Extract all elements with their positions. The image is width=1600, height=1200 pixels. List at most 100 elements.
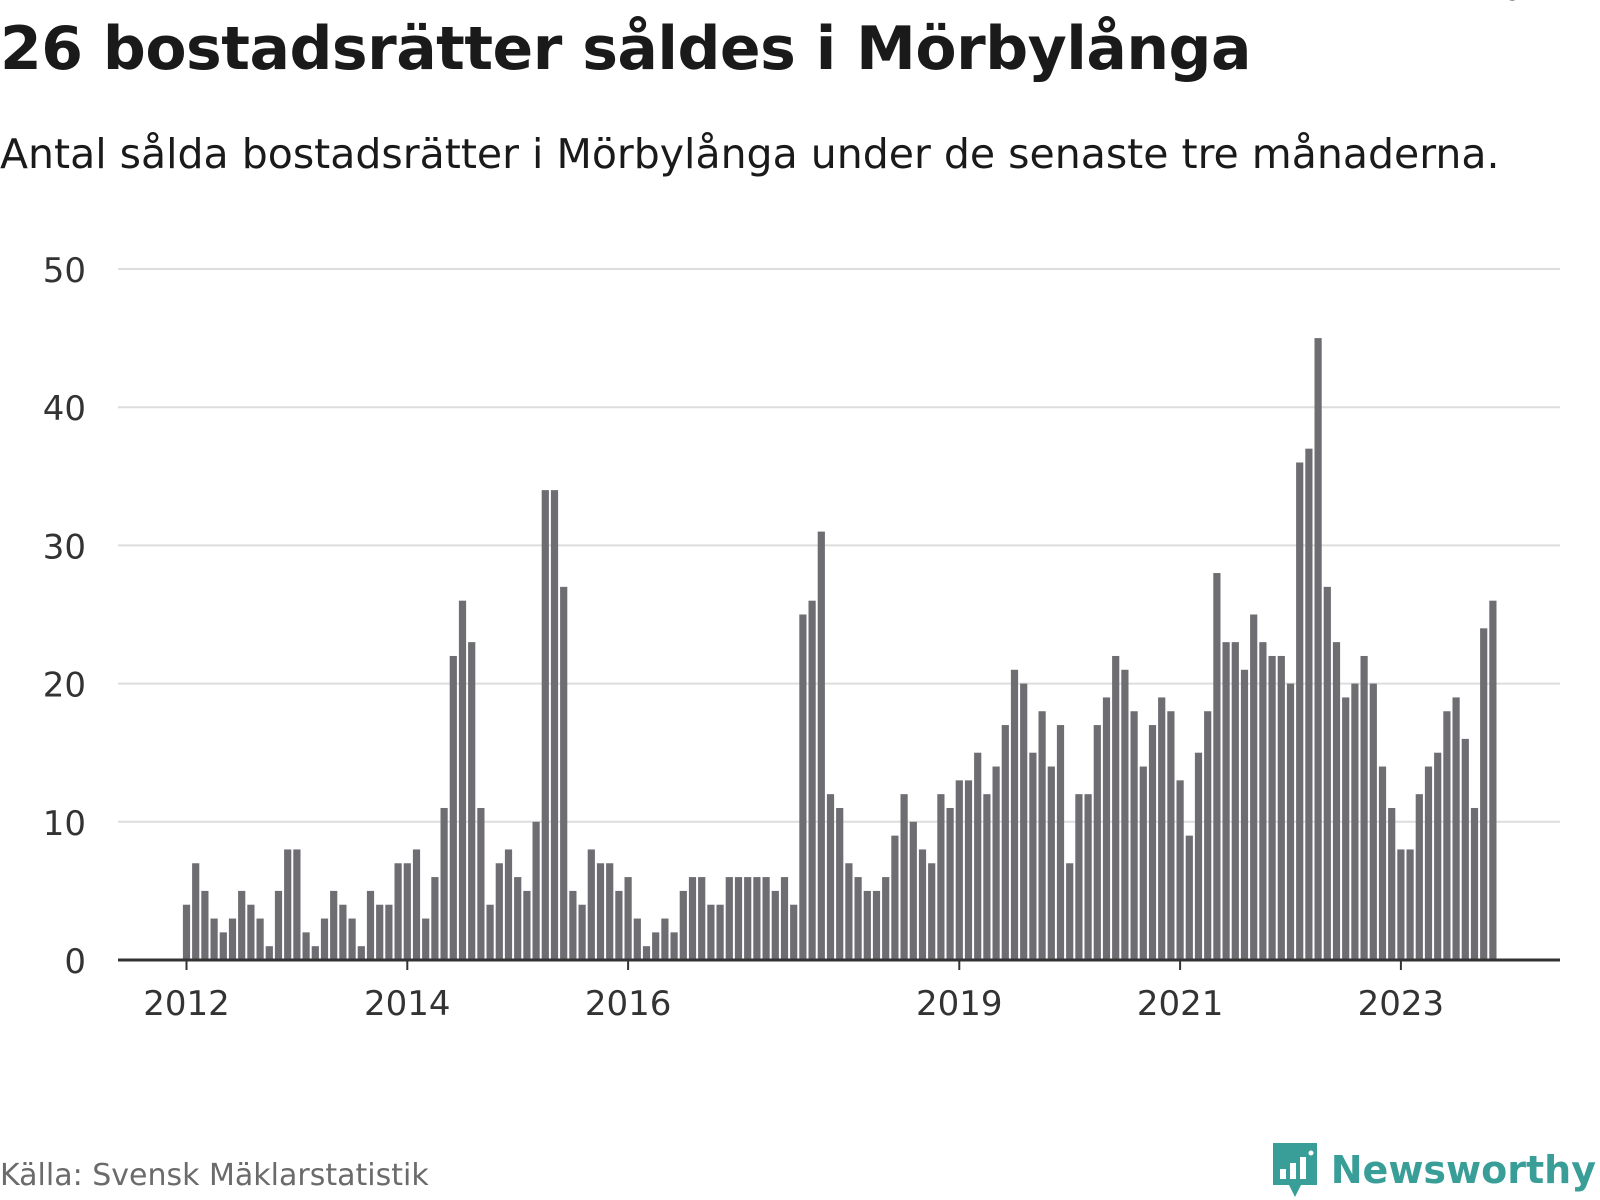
y-tick-label: 0 xyxy=(64,942,86,982)
y-tick-label: 40 xyxy=(43,389,86,429)
bar xyxy=(550,490,559,960)
bar xyxy=(946,807,954,960)
bar xyxy=(1461,738,1469,960)
source-note: Källa: Svensk Mäklarstatistik xyxy=(0,1158,429,1193)
bar xyxy=(1314,338,1322,961)
bar xyxy=(1231,642,1239,960)
bar xyxy=(918,849,927,960)
bar xyxy=(238,890,246,960)
bar xyxy=(615,890,623,960)
bar xyxy=(1176,780,1184,960)
bar xyxy=(826,794,835,960)
brand-logo[interactable]: Newsworthy xyxy=(1271,1140,1596,1200)
bar xyxy=(1250,614,1258,960)
bar xyxy=(1286,683,1295,960)
bar xyxy=(909,821,917,960)
bar xyxy=(1305,448,1313,960)
bar xyxy=(780,877,789,960)
bar xyxy=(624,877,632,960)
bar xyxy=(1213,573,1221,960)
bar xyxy=(652,932,660,960)
x-tick-label: 2016 xyxy=(585,984,672,1024)
bar xyxy=(1001,725,1009,960)
bar xyxy=(1204,711,1212,960)
bar xyxy=(330,890,338,960)
bar xyxy=(845,863,853,960)
bar xyxy=(836,807,844,960)
bar xyxy=(293,849,301,960)
bar xyxy=(1038,711,1046,960)
bar xyxy=(1194,752,1203,960)
bar xyxy=(302,932,310,960)
bar xyxy=(228,918,237,960)
bar xyxy=(431,877,439,960)
bar xyxy=(1167,711,1175,960)
bar xyxy=(1121,669,1129,960)
brand-name: Newsworthy xyxy=(1330,1148,1596,1192)
bar xyxy=(753,877,761,960)
bar xyxy=(210,918,218,960)
bar xyxy=(1369,683,1377,960)
bar xyxy=(606,863,614,960)
bar xyxy=(1075,794,1083,960)
y-tick-label: 20 xyxy=(43,666,86,706)
bar xyxy=(486,904,494,960)
bar xyxy=(964,780,973,960)
bar xyxy=(734,877,743,960)
bar xyxy=(882,877,890,960)
bar xyxy=(495,863,503,960)
bar xyxy=(523,890,531,960)
bar xyxy=(1452,697,1460,960)
bar xyxy=(1378,766,1387,960)
bar xyxy=(1470,807,1479,960)
x-tick-label: 2012 xyxy=(143,984,230,1024)
bar xyxy=(182,904,191,960)
bar xyxy=(928,863,936,960)
bar xyxy=(1056,725,1065,960)
bar xyxy=(1489,600,1497,960)
bar xyxy=(1277,655,1285,960)
bar xyxy=(1130,711,1138,960)
bar xyxy=(1240,669,1249,960)
bar xyxy=(504,849,513,960)
bar xyxy=(790,904,798,960)
bar xyxy=(992,766,1000,960)
bar xyxy=(1112,655,1120,960)
bar xyxy=(265,946,273,960)
bar xyxy=(661,918,669,960)
x-tick-label: 2014 xyxy=(364,984,451,1024)
bar xyxy=(320,918,329,960)
bar xyxy=(440,807,448,960)
bar xyxy=(1047,766,1055,960)
bar xyxy=(578,904,586,960)
bar xyxy=(679,890,687,960)
bar xyxy=(1397,849,1405,960)
bar-chart-speech-bubble-icon xyxy=(1272,1143,1317,1197)
bar xyxy=(1010,669,1019,960)
bar xyxy=(247,904,255,960)
bar xyxy=(900,794,908,960)
bar xyxy=(1406,849,1414,960)
bar xyxy=(449,655,457,960)
x-tick-label: 2021 xyxy=(1137,984,1224,1024)
bar xyxy=(1222,642,1230,960)
x-tick-label: 2023 xyxy=(1358,984,1445,1024)
bar xyxy=(1332,642,1341,960)
bar xyxy=(1480,628,1488,960)
bar xyxy=(670,932,678,960)
bar xyxy=(771,890,779,960)
bar xyxy=(633,918,641,960)
bar xyxy=(974,752,982,960)
bar xyxy=(799,614,807,960)
bar xyxy=(1020,683,1028,960)
bar xyxy=(1259,642,1267,960)
bar xyxy=(1268,655,1276,960)
bar xyxy=(1360,655,1368,960)
bar xyxy=(1102,697,1111,960)
bar xyxy=(339,904,347,960)
x-tick-label: 2019 xyxy=(916,984,1003,1024)
bar xyxy=(707,904,715,960)
bar xyxy=(587,849,595,960)
bar xyxy=(385,904,393,960)
bar xyxy=(1323,586,1331,960)
